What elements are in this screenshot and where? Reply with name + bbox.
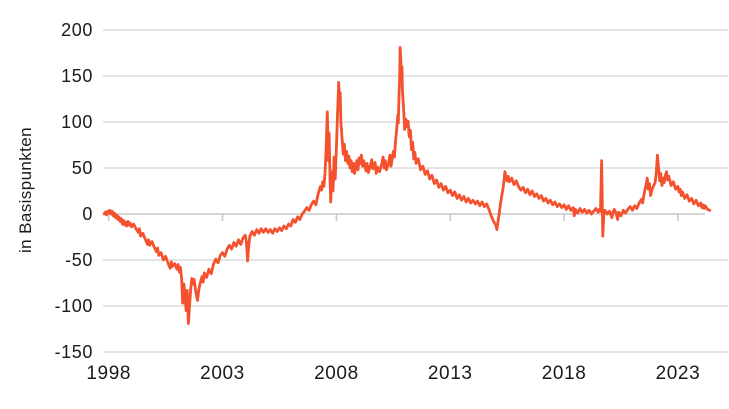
y-tick-label: -150 [55, 342, 93, 362]
y-tick-label: 150 [61, 66, 93, 86]
y-tick-label: 0 [82, 204, 93, 224]
x-tick-label: 2023 [656, 363, 701, 384]
y-tick-label: 50 [72, 158, 93, 178]
y-tick-label: -50 [65, 250, 93, 270]
y-tick-label: 200 [61, 20, 93, 40]
x-tick-label: 2013 [428, 363, 473, 384]
data-series-line [102, 46, 712, 325]
x-tick-label: 2003 [200, 363, 245, 384]
x-tick-label: 2018 [542, 363, 587, 384]
y-tick-label: -100 [55, 296, 93, 316]
x-tick-label: 1998 [86, 363, 131, 384]
x-tick-label: 2008 [314, 363, 359, 384]
y-tick-label: 100 [61, 112, 93, 132]
